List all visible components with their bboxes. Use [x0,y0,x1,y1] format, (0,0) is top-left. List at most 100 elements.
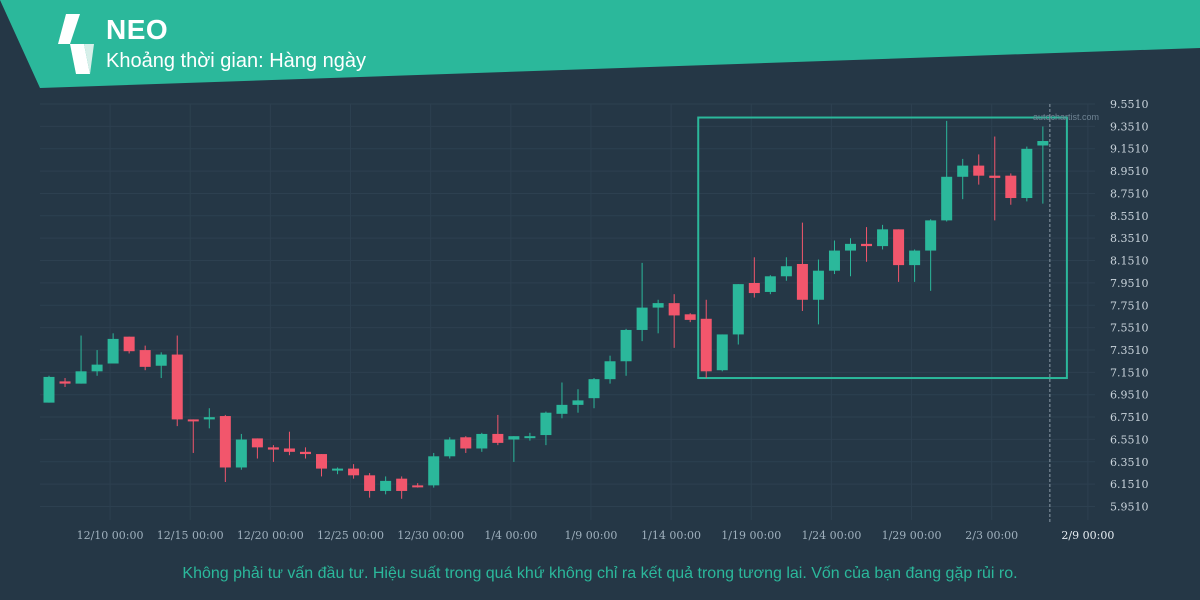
candle-body-down [893,229,905,266]
candle-body-down [283,448,295,452]
candle-body-up [620,329,632,362]
candle-body-down [748,283,760,294]
candle-body-up [957,165,969,177]
x-tick-label: 1/24 00:00 [801,529,861,542]
candle-body-up [476,433,488,449]
header-banner [0,0,1200,88]
x-tick-label: 2/9 00:00 [1061,529,1114,542]
watermark: autochartist.com [1033,112,1100,122]
y-tick-label: 6.9510 [1110,389,1149,402]
candle-body-down [1005,175,1017,199]
x-tick-label: 12/30 00:00 [397,529,464,542]
x-tick-label: 12/15 00:00 [157,529,224,542]
candle-body-up [604,361,616,380]
candle-body-down [139,350,151,367]
header-banner-shape [0,0,1200,88]
candle-body-down [171,354,183,420]
x-tick-label: 2/3 00:00 [965,529,1018,542]
x-tick-label: 12/20 00:00 [237,529,304,542]
candle-body-up [444,439,456,457]
y-tick-label: 8.5510 [1110,210,1149,223]
candle-body-up [235,439,247,468]
candle-body-up [716,334,728,371]
y-tick-label: 9.5510 [1110,98,1149,111]
candle-body-up [556,404,568,414]
y-tick-label: 8.7510 [1110,187,1149,200]
x-tick-label: 12/10 00:00 [77,529,144,542]
candle-body-down [412,485,424,488]
x-tick-label: 1/4 00:00 [484,529,537,542]
candle-body-up [75,371,87,384]
candle-body-up [43,376,55,403]
candle-body-down [299,451,311,455]
candle-body-down [684,314,696,320]
candle-body-up [588,379,600,399]
pattern-box [697,116,1068,380]
y-tick-label: 6.5510 [1110,433,1149,446]
y-tick-label: 6.1510 [1110,478,1149,491]
y-tick-label: 7.5510 [1110,322,1149,335]
candle-body-down [396,478,408,491]
candle-body-up [732,284,744,335]
candle-body-up [508,436,520,440]
candle-body-up [925,220,937,251]
x-tick-label: 12/25 00:00 [317,529,384,542]
candle-body-up [428,456,440,486]
candle-body-down [59,381,71,384]
candle-body-down [267,447,279,450]
candle-body-up [1021,148,1033,199]
candle-body-up [652,303,664,308]
candle-body-up [1037,141,1049,146]
candle-body-up [941,176,953,221]
candle-body-up [636,307,648,330]
candle-body-up [780,266,792,277]
candle-body-up [812,270,824,300]
symbol-title: NEO [106,14,169,45]
candle-body-up [845,243,856,251]
y-tick-label: 6.3510 [1110,456,1149,469]
candle-body-down [460,437,472,449]
y-tick-label: 7.7510 [1110,299,1149,312]
disclaimer: Không phải tư vấn đầu tư. Hiệu suất tron… [182,565,1018,582]
timeframe-label: Khoảng thời gian: Hàng ngày [106,50,366,72]
candle-body-down [989,175,1001,178]
candle-body-down [861,243,873,247]
x-tick-label: 1/19 00:00 [721,529,781,542]
y-tick-label: 5.9510 [1110,501,1149,514]
candle-body-down [348,468,360,476]
candle-body-up [91,364,103,372]
y-tick-label: 8.1510 [1110,255,1149,268]
candle-body-down [219,416,231,468]
candle-body-up [524,436,536,439]
x-tick-label: 1/14 00:00 [641,529,701,542]
y-tick-label: 6.7510 [1110,411,1149,424]
candle-body-up [828,250,840,271]
candle-body-up [540,412,552,436]
candle-body-down [364,475,376,491]
candle-body-down [700,318,712,372]
candle-body-up [332,468,344,471]
y-tick-label: 7.3510 [1110,344,1149,357]
candle-body-down [251,438,263,448]
candle-body-up [877,229,889,247]
y-tick-label: 9.3510 [1110,120,1149,133]
candle-body-up [572,400,584,405]
candle-body-down [123,336,135,352]
candle-body-up [203,417,215,420]
candle-body-up [909,250,921,266]
candle-body-down [973,165,985,176]
candle-body-down [796,263,808,300]
x-tick-label: 1/9 00:00 [565,529,618,542]
y-tick-label: 8.9510 [1110,165,1149,178]
x-tick-label: 1/29 00:00 [882,529,942,542]
candle-body-down [492,433,504,443]
autochartist-logo [58,14,94,74]
candle-body-up [107,338,119,364]
y-tick-label: 9.1510 [1110,143,1149,156]
candle-body-down [668,303,680,316]
candle-body-up [155,354,167,366]
y-tick-label: 7.9510 [1110,277,1149,290]
candle-body-down [316,454,328,469]
y-tick-label: 8.3510 [1110,232,1149,245]
